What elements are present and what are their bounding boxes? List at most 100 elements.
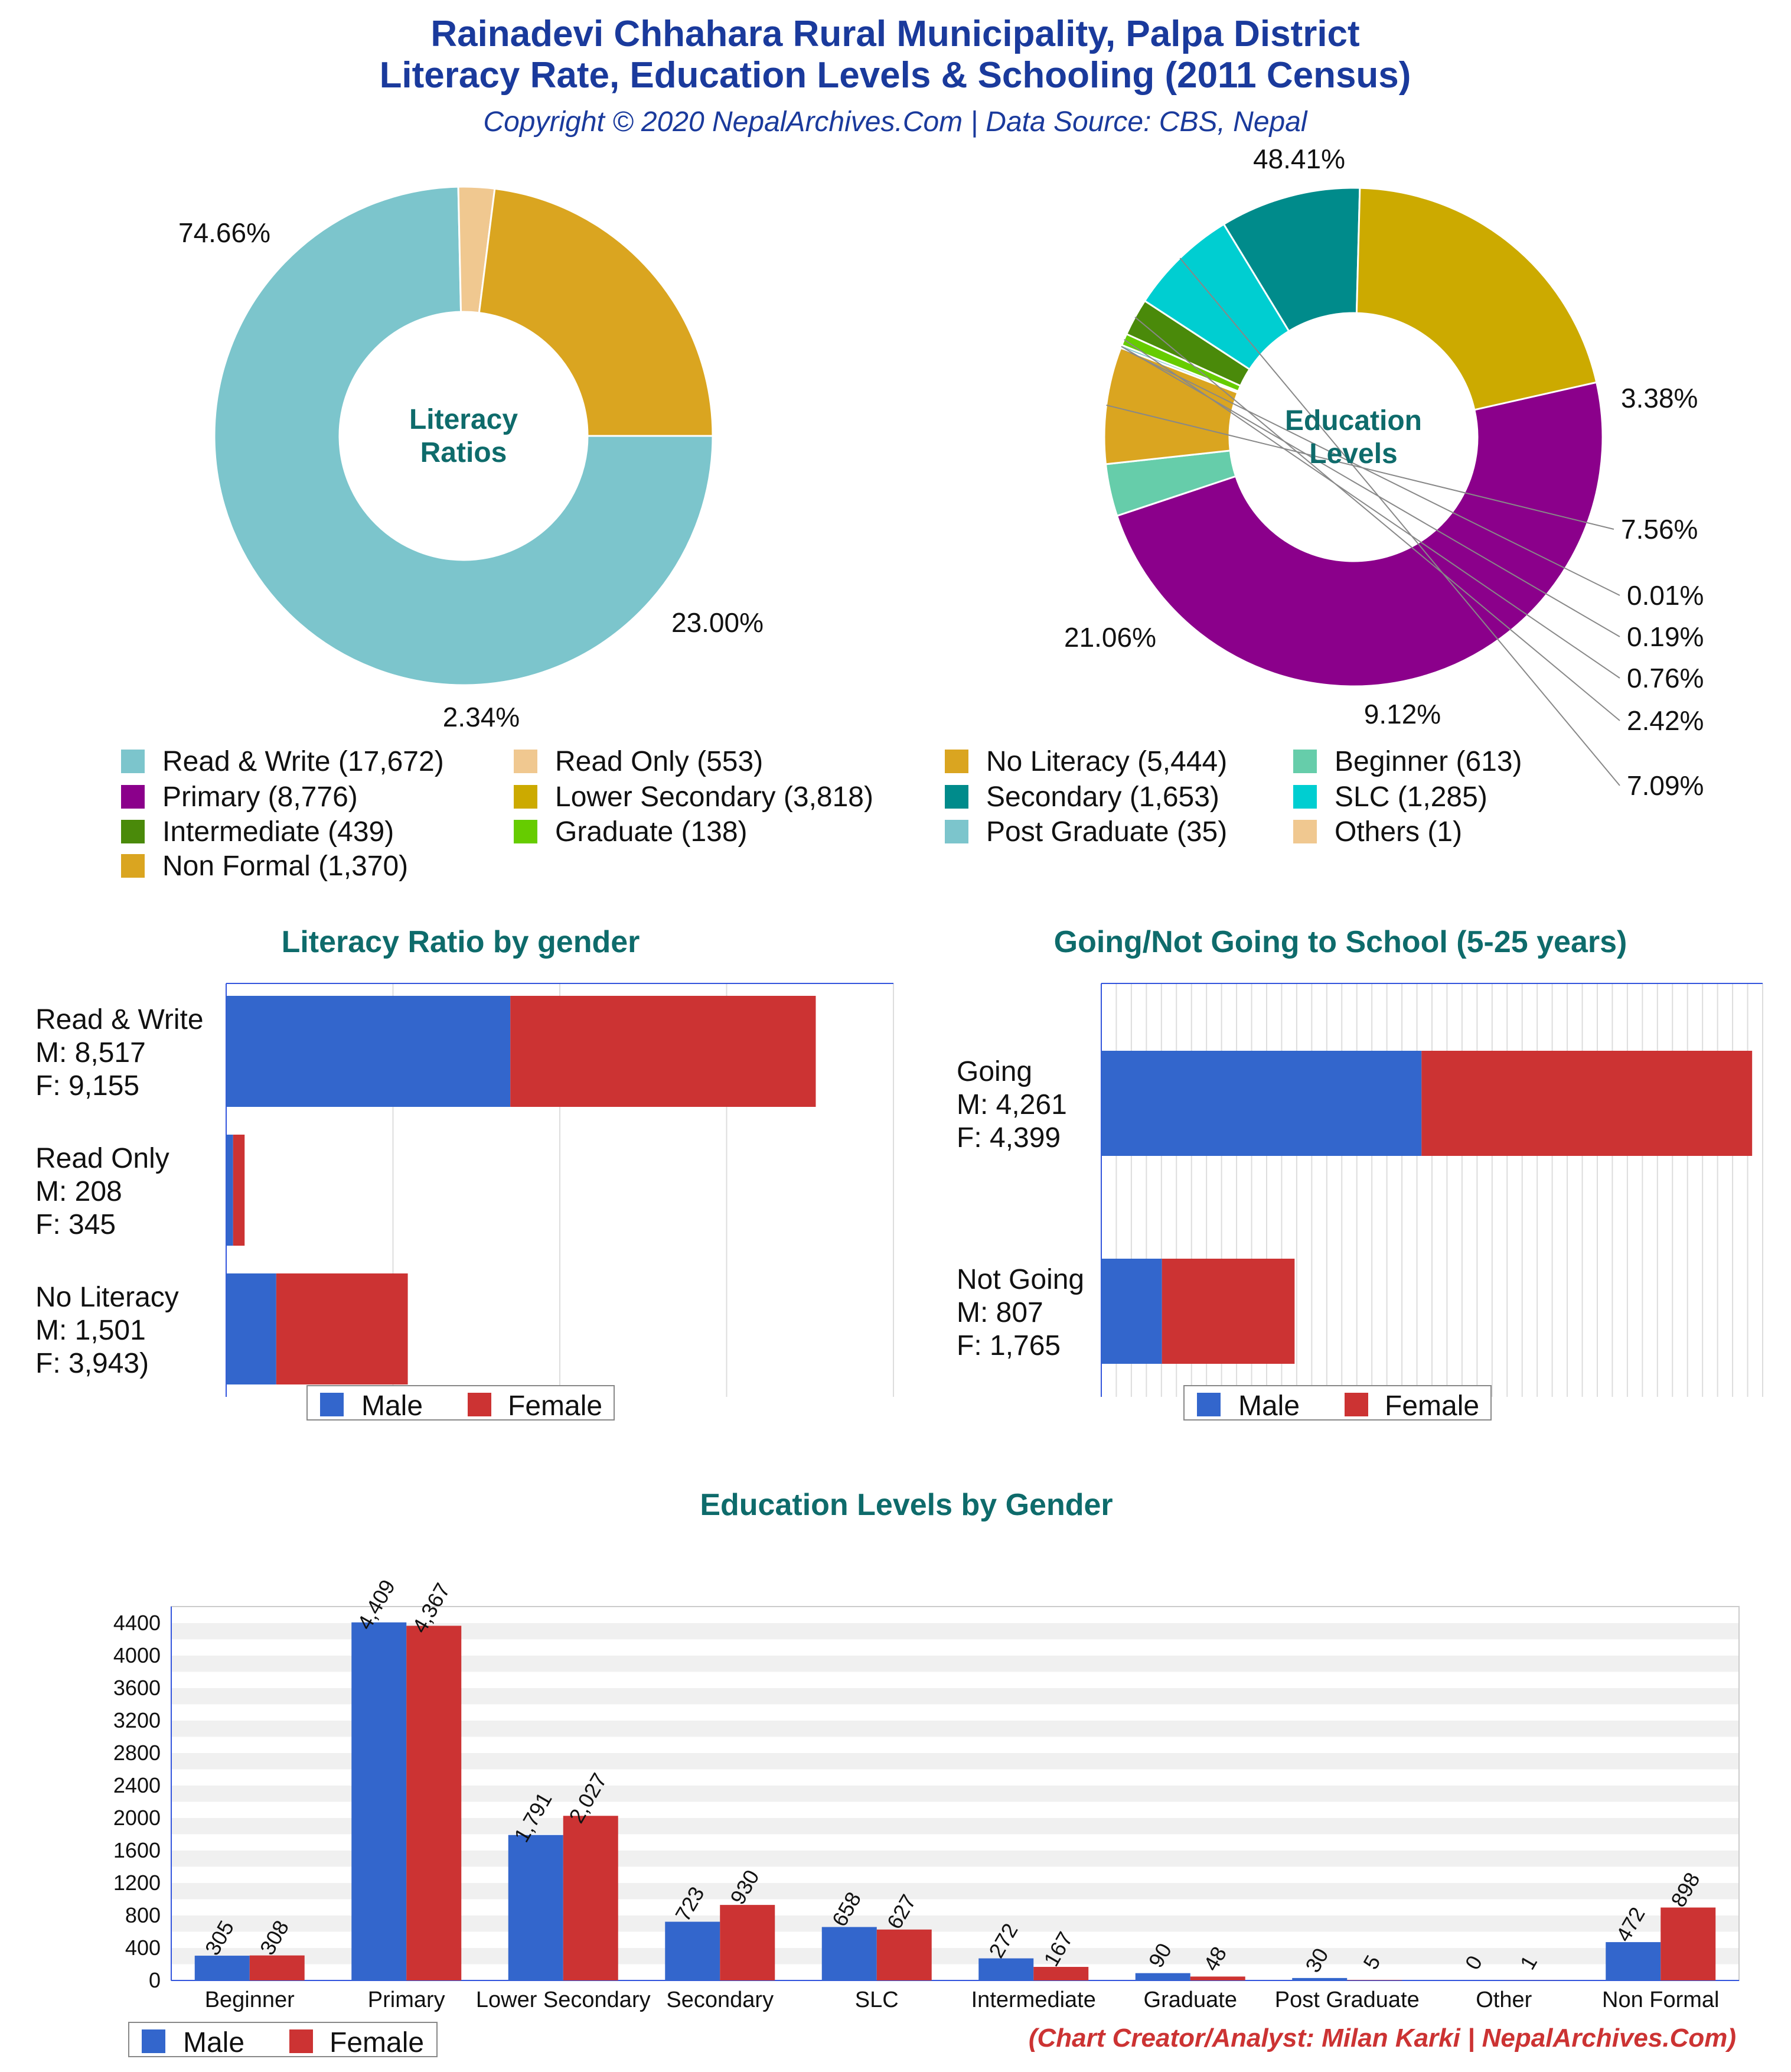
pct-label-graduate: 0.76% (1627, 663, 1704, 693)
bar-legend-box (306, 1385, 615, 1421)
donut-center-label-line1: Literacy (409, 404, 518, 435)
subtitle: Copyright © 2020 NepalArchives.Com | Dat… (483, 106, 1307, 138)
legend-swatch-male (320, 1393, 344, 1416)
legend-swatch-female (1345, 1393, 1368, 1416)
legend-label-graduate-138: Graduate (138) (555, 816, 748, 848)
pct-label-intermediate: 2.42% (1627, 705, 1704, 736)
pct-label-lower-secondary: 21.06% (1064, 622, 1156, 653)
donut-center-label-line2: Ratios (420, 437, 507, 468)
legend-label-male: Male (1238, 1390, 1300, 1422)
category-label-line: F: 3,943) (35, 1348, 149, 1379)
legend-swatch-male (142, 2029, 165, 2053)
x-tick-label: Non Formal (1602, 1988, 1720, 2012)
y-tick-label: 800 (125, 1903, 161, 1927)
credit-text: (Chart Creator/Analyst: Milan Karki | Ne… (1029, 2024, 1736, 2053)
pct-label-post-graduate: 0.19% (1627, 621, 1704, 652)
legend-swatch-beginner-613 (1293, 750, 1317, 773)
pct-label-read-only: 2.34% (443, 702, 520, 732)
pct-label-no-literacy: 23.00% (671, 607, 764, 638)
bar-male-2 (226, 1273, 276, 1384)
legend-label-female: Female (508, 1390, 602, 1422)
x-tick-label: Primary (368, 1988, 445, 2012)
bar-male-post-graduate (1292, 1977, 1348, 1980)
y-tick-label: 3600 (113, 1676, 161, 1700)
legend-swatch-graduate-138 (514, 820, 537, 843)
bar-female-1 (1162, 1259, 1295, 1364)
x-tick-label: Secondary (666, 1988, 774, 2012)
legend-label-read-write-17-672: Read & Write (17,672) (162, 746, 444, 777)
education-levels-by-gender-chart: 0 400 800 1200 1600 2000 2400 2800 3200 3600 4000 4… (113, 1575, 1740, 2058)
legend-swatch-post-graduate-35 (945, 820, 968, 843)
value-label-female: 898 (1666, 1868, 1705, 1911)
legend-label-primary-8-776: Primary (8,776) (162, 781, 358, 813)
legend-swatch-others-1 (1293, 820, 1317, 843)
bar-female-1 (233, 1135, 245, 1246)
category-label-line: M: 208 (35, 1176, 122, 1207)
pct-label-slc: 7.09% (1627, 770, 1704, 801)
legend-label-male: Male (183, 2027, 244, 2058)
bar-female-intermediate (1033, 1967, 1089, 1980)
legend-swatch-female (289, 2029, 313, 2053)
category-label-line: No Literacy (35, 1282, 179, 1313)
legend-swatch-slc-1-285 (1293, 785, 1317, 809)
bar-male-lower-secondary (508, 1835, 563, 1980)
legend-swatch-male (1197, 1393, 1221, 1416)
legend-label-female: Female (1385, 1390, 1479, 1422)
x-tick-label: Post Graduate (1275, 1988, 1420, 2012)
legend-label-intermediate-439: Intermediate (439) (162, 816, 394, 848)
y-tick-label: 1200 (113, 1871, 161, 1895)
school-going-title: Going/Not Going to School (5-25 years) (1054, 925, 1627, 959)
x-tick-label: SLC (855, 1988, 899, 2012)
y-tick-label: 3200 (113, 1708, 161, 1732)
legend-label-lower-secondary-3-818: Lower Secondary (3,818) (555, 781, 873, 813)
legend-swatch-primary-8-776 (121, 785, 145, 809)
main-title-line1: Rainadevi Chhahara Rural Municipality, P… (430, 14, 1359, 54)
leader-line-others (1120, 347, 1620, 596)
education-gender-title: Education Levels by Gender (700, 1488, 1113, 1522)
legend-label-male: Male (361, 1390, 423, 1422)
bar-female-non-formal (1660, 1907, 1716, 1980)
legend-label-no-literacy-5-444: No Literacy (5,444) (986, 746, 1227, 777)
y-tick-label: 4000 (113, 1643, 161, 1667)
legend-swatch-read-write-17-672 (121, 750, 145, 773)
pct-label-beginner: 3.38% (1621, 383, 1698, 413)
category-label-line: F: 4,399 (957, 1122, 1061, 1154)
bar-male-0 (226, 996, 511, 1107)
bar-female-2 (276, 1273, 408, 1384)
y-tick-label: 400 (125, 1936, 161, 1960)
legend-label-post-graduate-35: Post Graduate (35) (986, 816, 1227, 848)
x-tick-label: Intermediate (971, 1988, 1096, 2012)
literacy-gender-title: Literacy Ratio by gender (282, 925, 640, 959)
leader-line-graduate (1124, 338, 1620, 679)
legend-label-others-1: Others (1) (1335, 816, 1462, 848)
legend-label-secondary-1-653: Secondary (1,653) (986, 781, 1219, 813)
pct-label-primary: 48.41% (1253, 144, 1345, 174)
bar-female-graduate (1190, 1976, 1245, 1980)
y-tick-label: 2400 (113, 1773, 161, 1797)
x-tick-label: Graduate (1144, 1988, 1237, 2012)
bar-female-0 (510, 996, 816, 1107)
legend-swatch-intermediate-439 (121, 820, 145, 843)
legend-swatch-secondary-1-653 (945, 785, 968, 809)
bar-male-secondary (665, 1921, 720, 1980)
category-label-line: M: 4,261 (957, 1089, 1067, 1120)
legend-swatch-no-literacy-5-444 (945, 750, 968, 773)
donut-center-label-line2: Levels (1309, 438, 1397, 470)
bar-male-graduate (1135, 1973, 1190, 1980)
legend-swatch-non-formal-1-370 (121, 854, 145, 878)
education-levels-donut: 48.41% 3.38% 7.56% 0.01% 0.19% 0.76% 2.42% 7.09… (1064, 144, 1704, 801)
leader-line-intermediate (1134, 317, 1620, 721)
category-label-line: Read Only (35, 1143, 169, 1174)
bar-legend-box (1183, 1385, 1492, 1421)
pct-label-others: 0.01% (1627, 580, 1704, 611)
bar-male-intermediate (978, 1958, 1034, 1980)
bar-female-0 (1421, 1051, 1753, 1156)
donut-slice-primary (1115, 381, 1604, 688)
category-label-line: M: 807 (957, 1297, 1043, 1328)
legend-swatch-female (468, 1393, 491, 1416)
y-tick-label: 1600 (113, 1838, 161, 1862)
